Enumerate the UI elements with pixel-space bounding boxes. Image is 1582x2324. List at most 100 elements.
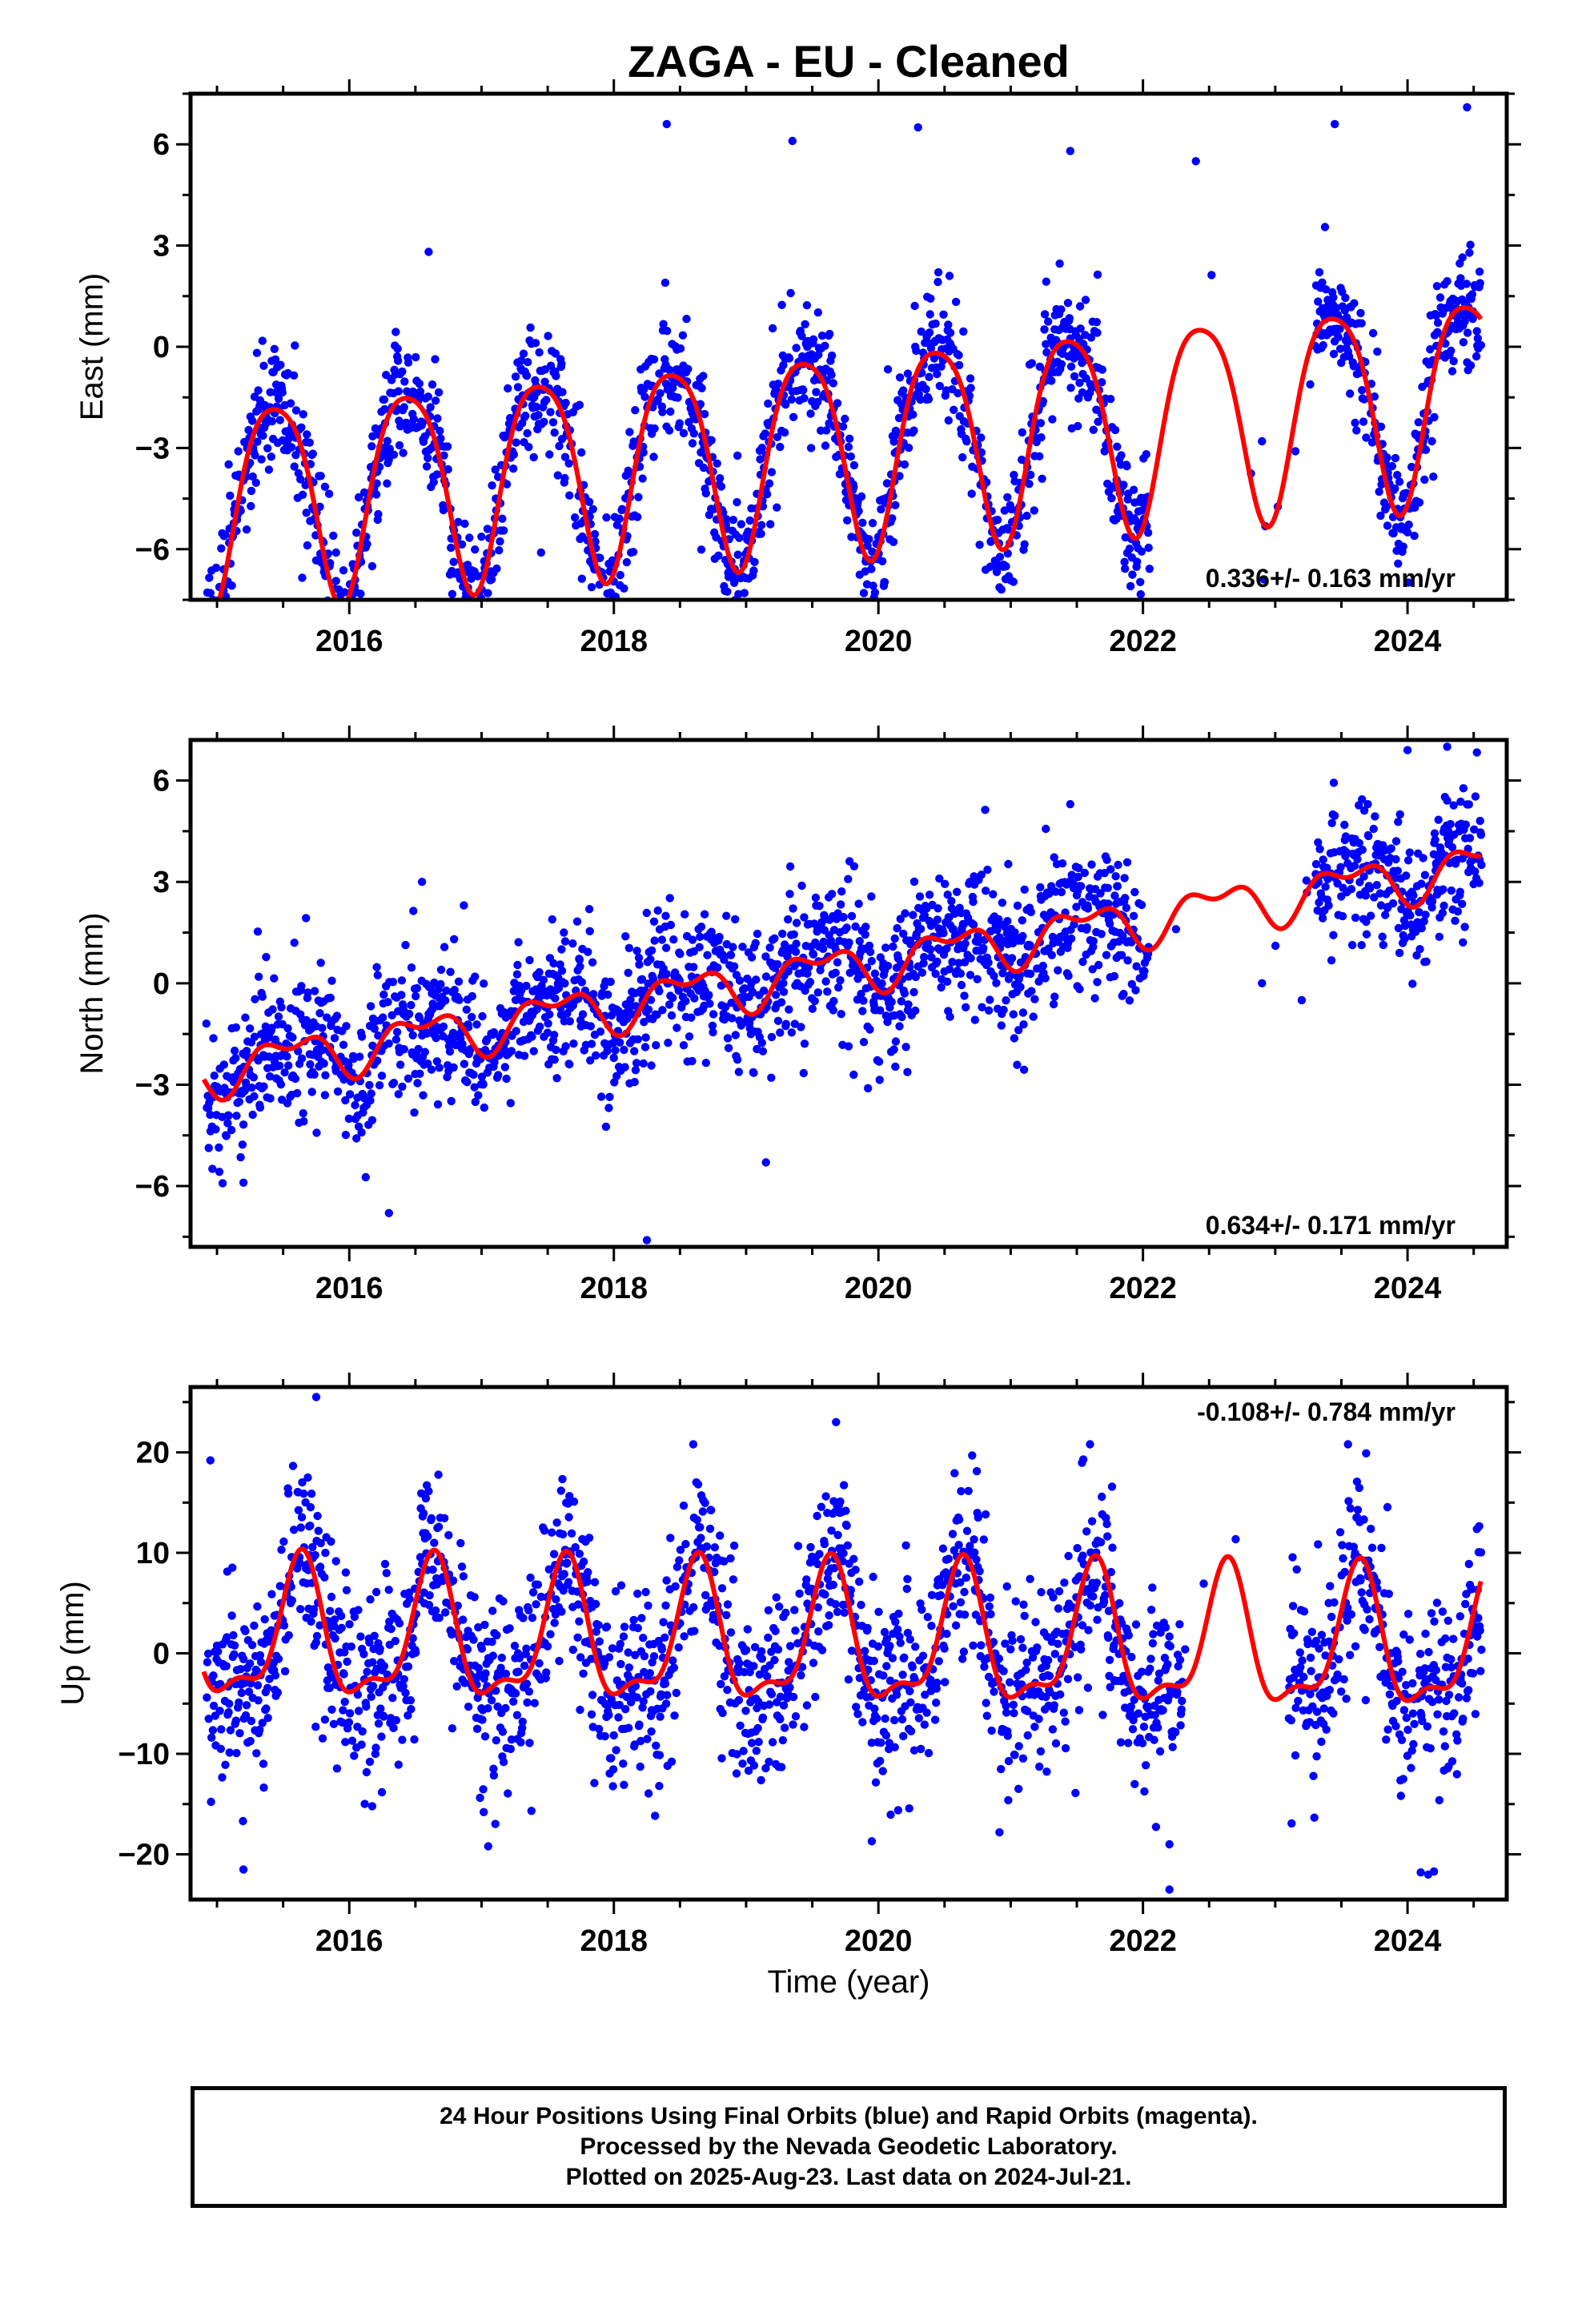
- data-point: [488, 1651, 497, 1660]
- data-point: [215, 1168, 224, 1176]
- data-point: [529, 452, 538, 462]
- data-point: [1311, 859, 1321, 869]
- data-point: [445, 1047, 455, 1056]
- data-point: [979, 943, 988, 953]
- data-point: [549, 959, 558, 968]
- data-point: [528, 1032, 536, 1041]
- data-point: [731, 1031, 740, 1039]
- data-point: [754, 1738, 763, 1747]
- data-point: [1383, 521, 1392, 530]
- data-point: [1417, 879, 1426, 888]
- data-point: [1007, 505, 1016, 514]
- data-point: [688, 935, 697, 944]
- data-point: [401, 940, 410, 950]
- data-point: [934, 904, 942, 913]
- data-point: [669, 1663, 679, 1672]
- data-point: [863, 541, 872, 550]
- data-point: [308, 449, 317, 458]
- data-point: [800, 1723, 809, 1731]
- data-point: [733, 550, 742, 559]
- data-point: [620, 1622, 629, 1631]
- data-point: [324, 489, 334, 498]
- data-point: [415, 379, 424, 388]
- data-point: [635, 1720, 644, 1729]
- data-point: [891, 1037, 901, 1046]
- data-point: [1013, 901, 1022, 911]
- data-point: [977, 433, 986, 442]
- data-point: [637, 1614, 646, 1622]
- data-point: [969, 897, 978, 907]
- data-point: [749, 1068, 758, 1077]
- data-point: [673, 1023, 681, 1032]
- data-point: [992, 979, 1001, 987]
- data-point: [498, 514, 507, 523]
- data-point: [356, 1632, 365, 1641]
- data-point: [303, 988, 312, 997]
- data-point: [1391, 484, 1399, 493]
- data-point: [214, 627, 222, 635]
- data-point: [205, 606, 213, 614]
- data-point: [646, 1687, 655, 1696]
- data-point: [622, 557, 632, 567]
- data-point: [720, 955, 729, 964]
- data-point: [649, 452, 658, 461]
- data-point: [602, 513, 611, 522]
- data-point: [331, 1557, 340, 1566]
- data-point: [211, 635, 219, 643]
- data-point: [341, 1131, 351, 1140]
- data-point: [211, 1125, 220, 1134]
- data-point: [263, 1714, 272, 1723]
- data-point: [837, 887, 846, 896]
- data-point-outlier: [384, 1208, 393, 1218]
- data-point: [1379, 940, 1388, 950]
- data-point: [568, 1645, 577, 1655]
- data-point: [993, 516, 1002, 525]
- data-point: [722, 1610, 731, 1620]
- data-point: [802, 1575, 811, 1584]
- data-point: [524, 1606, 533, 1615]
- data-point: [1057, 305, 1066, 314]
- data-point: [557, 945, 566, 954]
- data-point: [432, 1034, 440, 1043]
- data-point: [481, 649, 489, 657]
- data-point: [285, 433, 294, 442]
- data-point: [556, 960, 564, 969]
- data-point: [387, 1624, 396, 1634]
- data-point: [891, 1062, 900, 1072]
- data-point: [781, 400, 790, 409]
- data-point: [561, 1042, 570, 1051]
- data-point: [221, 1760, 230, 1769]
- data-point: [570, 513, 580, 522]
- data-point: [661, 943, 671, 952]
- data-point-outlier: [1258, 979, 1267, 988]
- data-point: [296, 1523, 305, 1532]
- data-point: [463, 1078, 472, 1087]
- data-point: [455, 602, 463, 610]
- model-curve: [216, 305, 1484, 600]
- data-point: [290, 462, 299, 471]
- data-point-outlier: [1363, 800, 1372, 809]
- data-point: [773, 1645, 783, 1654]
- data-point: [819, 937, 828, 947]
- data-point: [1003, 493, 1012, 502]
- data-point: [729, 962, 739, 971]
- data-point: [821, 1492, 830, 1501]
- data-point: [280, 1068, 289, 1077]
- data-point: [469, 1070, 478, 1080]
- data-point: [1078, 388, 1087, 397]
- data-point: [785, 1005, 793, 1014]
- data-point: [823, 987, 832, 996]
- data-point: [307, 1088, 316, 1096]
- data-point: [1003, 917, 1012, 926]
- data-point: [587, 1039, 596, 1048]
- data-point: [222, 1132, 231, 1140]
- data-point: [241, 1013, 250, 1022]
- data-point: [298, 573, 307, 582]
- data-point: [925, 891, 934, 899]
- data-point: [387, 1011, 396, 1020]
- data-point: [312, 1631, 322, 1641]
- data-point: [631, 406, 640, 415]
- data-point: [853, 1710, 862, 1719]
- data-point: [858, 1007, 867, 1015]
- data-point: [912, 346, 921, 356]
